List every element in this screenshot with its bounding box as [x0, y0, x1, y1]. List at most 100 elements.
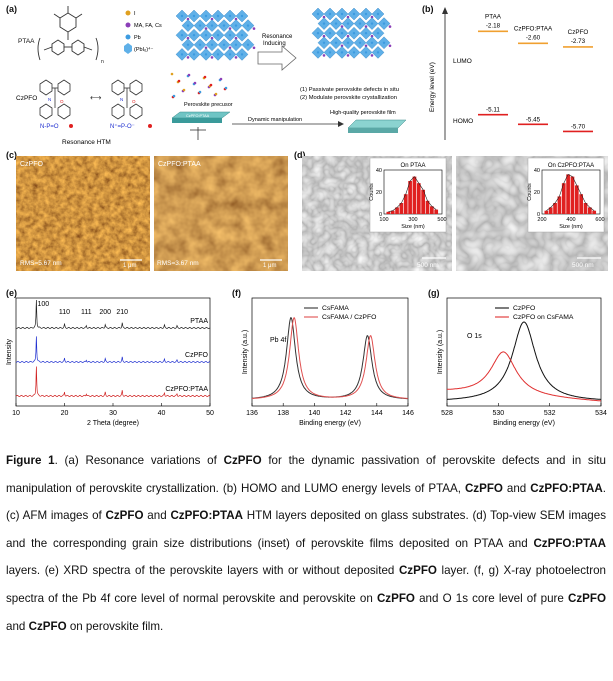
material-name-label: CzPFO:PTAA	[514, 25, 553, 32]
lead-dot-icon	[180, 53, 184, 56]
panel-g-xps-o1s: 528 530 532 534 Binding energy (eV) Intensity…	[437, 297, 607, 427]
resonance-arrow-icon	[257, 45, 297, 71]
cation-dot-icon	[252, 27, 256, 30]
caption-text: layer. (f, g) X-ray photoelectron spectr…	[6, 564, 606, 605]
lead-dot-icon	[246, 24, 250, 27]
lead-dot-icon	[240, 53, 244, 56]
sem-left-scale-label: 500 nm	[417, 262, 439, 269]
panel-e-xrd: 10 20 30 40 50 2 Theta (degree) Intensity PTAA C…	[6, 297, 214, 427]
cation-dot-icon	[210, 17, 214, 21]
histogram-x-tick-label: 600	[595, 217, 604, 223]
histogram-x-tick-label: 300	[408, 217, 417, 223]
lead-dot-icon	[216, 34, 220, 37]
lumo-value-label: -2.18	[486, 22, 501, 29]
histogram-y-tick-label: 20	[376, 190, 382, 196]
legend-cations: MA, FA, Cs	[134, 23, 162, 29]
xrd-series-line	[15, 336, 210, 363]
n-atom-label: N	[48, 97, 51, 102]
precursor-dot-icon	[172, 94, 176, 98]
homo-label: HOMO	[453, 118, 473, 125]
histogram-bar	[583, 203, 588, 214]
histogram-bar	[592, 210, 597, 214]
o-minus-atom-label: O	[132, 99, 136, 104]
cation-dot-icon	[210, 56, 214, 59]
o1s-x-tick-label: 528	[441, 410, 453, 417]
histogram-x-axis-label: Size (nm)	[559, 224, 583, 230]
cation-dot-icon	[234, 17, 238, 21]
cation-dot-icon	[346, 15, 350, 19]
lead-dot-icon	[322, 41, 326, 44]
precursor-dot-icon	[182, 88, 186, 92]
lead-dot-icon	[346, 41, 350, 44]
lead-dot-icon	[234, 24, 238, 27]
caption-bold: CzPFO:PTAA	[170, 509, 243, 523]
caption-bold: CzPFO	[464, 481, 503, 495]
afm-right-title: CzPFO:PTAA	[158, 161, 201, 168]
lead-dot-icon	[340, 12, 344, 16]
lead-dot-icon	[198, 24, 202, 27]
lead-dot-icon	[192, 53, 196, 56]
lead-dot-icon	[216, 53, 220, 56]
lead-dot-icon	[204, 14, 208, 18]
lead-dot-icon	[352, 32, 356, 35]
panel-f-xps-pb4f: 136 138 140 142 144 146 Binding energy (eV) Int…	[242, 297, 414, 427]
precursor-dot-icon	[170, 72, 174, 76]
substrate-label: CzPFO:PTAA	[186, 114, 210, 118]
panel-d-sem: 500 nm 500 nm On PTAA 100 300 500 0 20 40 Size …	[302, 156, 608, 271]
czpfo-label: CzPFO	[16, 95, 37, 102]
lead-dot-icon	[228, 34, 232, 37]
sem-right-scale-label: 500 nm	[572, 262, 594, 269]
pb4f-annotation: Pb 4f	[270, 337, 286, 344]
caption-bold: CzPFO	[567, 591, 606, 605]
xrd-series-line	[15, 299, 211, 329]
ptaa-label: PTAA	[18, 38, 35, 45]
cation-dot-icon	[370, 15, 374, 19]
afm-left-rms: RMS=5.67 nm	[20, 260, 62, 267]
histogram-fit-curve	[388, 176, 437, 213]
cation-dot-icon	[322, 54, 326, 57]
histogram-on-czpfo-ptaa: On CzPFO:PTAA 200 400 600 0 20 40 Size (nm) Coun…	[527, 157, 605, 233]
lead-dot-icon	[246, 43, 250, 46]
cation-dot-icon	[125, 22, 131, 28]
histogram-bar	[579, 194, 583, 214]
perovskite-lattice-icon	[175, 9, 256, 61]
lead-dot-icon	[240, 34, 244, 37]
xrd-y-axis-label: Intensity	[6, 338, 13, 365]
lead-dot-icon	[222, 43, 226, 46]
caption-text: and O 1s core level of pure	[414, 591, 568, 605]
o1s-annotation: O 1s	[467, 333, 482, 340]
caption-bold: CzPFO	[105, 509, 144, 523]
lead-dot-icon	[382, 41, 386, 44]
czpfo-molecule-left	[39, 79, 71, 120]
cation-dot-icon	[322, 34, 326, 38]
afm-image-czpfo	[16, 156, 150, 271]
histogram-bar	[412, 176, 417, 214]
caption-text: for the dynamic passivation of perovskit…	[6, 454, 606, 495]
afm-right-rms: RMS=3.67 nm	[157, 260, 199, 267]
resonance-double-arrow-icon: ⟷	[90, 93, 102, 102]
lead-dot-icon	[316, 32, 320, 35]
pb4f-x-tick-label: 138	[277, 410, 289, 417]
caption-bold: CzPFO:PTAA	[533, 536, 606, 550]
histogram-background	[369, 157, 447, 233]
panel-label-g: (g)	[428, 288, 440, 298]
cation-dot-icon	[340, 25, 344, 28]
cation-dot-icon	[186, 17, 190, 21]
lead-dot-icon	[376, 32, 380, 35]
film-label: High-quality perovskite film	[330, 110, 396, 116]
pb4f-series-line	[251, 317, 408, 400]
panel-label-b: (b)	[422, 4, 434, 14]
panel-label-a: (a)	[6, 4, 17, 14]
xrd-x-tick-label: 50	[206, 410, 214, 417]
spin-coater-icon	[190, 127, 206, 140]
lead-dot-icon	[376, 12, 380, 16]
caption-bold: CzPFO	[223, 454, 262, 467]
afm-right-scale-label: 1 μm	[263, 263, 276, 269]
material-name-label: PTAA	[485, 13, 502, 20]
lead-dot-icon	[198, 43, 202, 46]
histogram-bar	[570, 176, 575, 214]
histogram-bar	[544, 210, 549, 214]
cation-dot-icon	[340, 44, 344, 48]
precursor-dot-icon	[177, 79, 181, 83]
o1s-x-axis-label: Binding energy (eV)	[493, 420, 555, 427]
